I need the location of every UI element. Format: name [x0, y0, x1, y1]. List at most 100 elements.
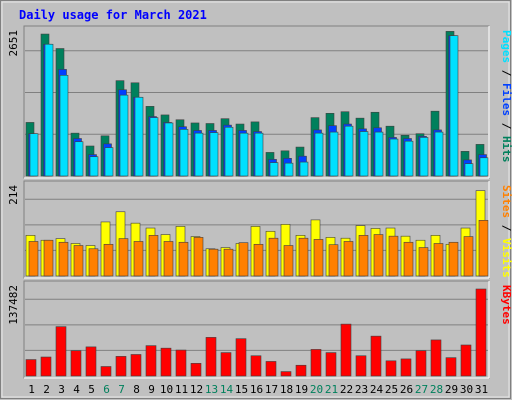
bar-kbytes-8 — [130, 354, 142, 377]
bar-sites-1 — [28, 241, 39, 277]
legend-separator: / — [500, 218, 512, 238]
bar-sites-18 — [283, 245, 294, 277]
y-max-label: 137482 — [7, 285, 20, 325]
bar-pages-29 — [449, 35, 459, 177]
x-label-4: 4 — [73, 383, 80, 396]
bar-kbytes-4 — [70, 350, 82, 377]
bar-sites-26 — [403, 241, 414, 277]
bar-sites-3 — [58, 241, 69, 277]
bar-kbytes-16 — [250, 355, 262, 377]
bar-sites-15 — [238, 242, 249, 277]
bar-kbytes-6 — [100, 366, 112, 377]
bar-sites-17 — [268, 237, 279, 277]
x-label-15: 15 — [235, 383, 248, 396]
y-max-label: 2651 — [7, 30, 20, 57]
bar-sites-13 — [208, 248, 219, 277]
legend-separator: / — [500, 116, 512, 136]
bar-sites-6 — [103, 243, 114, 277]
bar-kbytes-7 — [115, 356, 127, 377]
legend-separator: / — [500, 63, 512, 83]
bar-kbytes-15 — [235, 338, 247, 377]
bar-pages-8 — [134, 96, 144, 177]
bar-kbytes-12 — [190, 363, 202, 377]
bar-kbytes-1 — [25, 359, 37, 377]
bar-sites-19 — [298, 237, 309, 277]
bar-kbytes-10 — [160, 347, 172, 377]
bar-kbytes-25 — [385, 360, 397, 377]
bar-pages-21 — [329, 131, 339, 177]
legend-entry: Pages — [500, 30, 512, 63]
bar-sites-11 — [178, 241, 189, 277]
panel-middle: 214 Sites / Visits — [7, 180, 512, 279]
bar-pages-1 — [29, 133, 39, 177]
bar-sites-12 — [193, 237, 204, 277]
legend-entry: Visits — [500, 238, 512, 278]
bar-pages-20 — [314, 132, 324, 177]
bar-pages-22 — [344, 125, 354, 177]
x-axis-labels: 1 2 3 4 5 6 7 8 9 10 11 12 13 14 15 16 17 18 19 20 21 22 23 24 2… — [28, 383, 488, 396]
x-label-23: 23 — [355, 383, 368, 396]
bar-kbytes-20 — [310, 349, 322, 377]
bar-pages-27 — [419, 137, 429, 177]
bar-kbytes-14 — [220, 352, 232, 377]
x-label-12: 12 — [190, 383, 203, 396]
x-label-28: 28 — [430, 383, 443, 396]
bar-kbytes-5 — [85, 346, 97, 377]
legend-entry: Sites — [500, 185, 512, 218]
bar-sites-30 — [463, 236, 474, 277]
bar-pages-3 — [59, 74, 69, 177]
bar-kbytes-2 — [40, 356, 52, 377]
x-label-20: 20 — [310, 383, 323, 396]
x-label-8: 8 — [133, 383, 140, 396]
bar-sites-10 — [163, 241, 174, 277]
bar-pages-28 — [434, 131, 444, 177]
bar-sites-16 — [253, 243, 264, 277]
bar-kbytes-30 — [460, 344, 472, 377]
bar-sites-24 — [373, 234, 384, 277]
legend-middle: Sites / Visits — [500, 185, 512, 278]
bar-pages-30 — [464, 163, 474, 177]
chart-panels: 2651 Pages / Files / Hits 214 Sites / Visit… — [7, 25, 512, 379]
x-label-24: 24 — [370, 383, 384, 396]
bar-pages-15 — [239, 132, 249, 177]
bar-pages-17 — [269, 162, 279, 177]
bar-sites-21 — [328, 244, 339, 277]
bar-kbytes-26 — [400, 358, 412, 377]
bar-kbytes-19 — [295, 364, 307, 377]
bar-sites-28 — [433, 243, 444, 277]
bar-pages-10 — [164, 122, 174, 177]
bar-sites-14 — [223, 248, 234, 277]
bar-kbytes-22 — [340, 323, 352, 377]
bar-sites-8 — [133, 241, 144, 277]
bar-sites-22 — [343, 241, 354, 277]
x-label-21: 21 — [325, 383, 338, 396]
bar-sites-25 — [388, 235, 399, 277]
bar-sites-27 — [418, 247, 429, 277]
x-label-29: 29 — [445, 383, 458, 396]
x-label-17: 17 — [265, 383, 278, 396]
x-label-25: 25 — [385, 383, 398, 396]
bar-sites-5 — [88, 248, 99, 277]
bar-pages-24 — [374, 131, 384, 177]
bar-pages-2 — [44, 43, 54, 177]
x-label-16: 16 — [250, 383, 263, 396]
x-label-3: 3 — [58, 383, 65, 396]
x-label-5: 5 — [88, 383, 95, 396]
bar-sites-4 — [73, 245, 84, 277]
bar-sites-20 — [313, 239, 324, 277]
bar-kbytes-23 — [355, 355, 367, 377]
bar-pages-26 — [404, 140, 414, 177]
bar-pages-6 — [104, 147, 114, 177]
bar-kbytes-17 — [265, 361, 277, 377]
bar-pages-16 — [254, 132, 264, 177]
bar-kbytes-28 — [430, 339, 442, 377]
bar-kbytes-21 — [325, 352, 337, 377]
bar-kbytes-11 — [175, 349, 187, 377]
x-label-14: 14 — [220, 383, 234, 396]
bar-pages-31 — [479, 157, 489, 177]
panel-top: 2651 Pages / Files / Hits — [7, 25, 512, 179]
x-label-9: 9 — [148, 383, 155, 396]
legend-top: Pages / Files / Hits — [500, 30, 512, 163]
